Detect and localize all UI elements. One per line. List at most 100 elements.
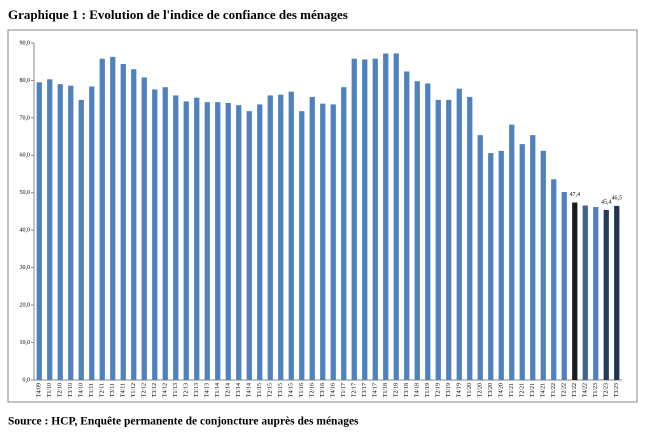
data-label: 47,4 [570,192,581,198]
x-tick-label: T4/21 [541,383,547,397]
x-tick-label: T4/17 [373,383,379,397]
bar [278,94,284,380]
x-tick-label: T1/12 [131,383,137,397]
x-tick-label: T2/18 [394,383,400,397]
y-tick-label: 0,0 [23,377,31,383]
bar [47,79,53,381]
bar [299,111,305,380]
x-tick-label: T1/17 [341,383,347,397]
bar [309,96,315,381]
x-tick-label: T4/10 [79,383,85,397]
bar [57,84,63,380]
x-tick-label: T3/14 [236,383,242,397]
x-tick-label: T2/22 [562,383,568,397]
x-tick-label: T1/21 [509,383,515,397]
source: Source : HCP, Enquête permanente de conj… [8,416,359,428]
x-tick-label: T2/13 [184,383,190,397]
bar [288,91,294,380]
x-tick-label: T3/23 [614,383,620,397]
bar [110,56,116,381]
x-tick-label: T4/15 [289,383,295,397]
x-tick-label: T3/22 [572,383,578,397]
x-tick-label: T3/20 [488,383,494,397]
x-tick-label: T1/20 [467,383,473,397]
bar [204,102,210,380]
x-tick-label: T3/13 [194,383,200,397]
bar [551,179,557,380]
bar [225,102,231,381]
x-tick-label: T3/21 [530,383,536,397]
x-tick-label: T2/19 [436,383,442,397]
x-tick-label: T2/15 [268,383,274,397]
x-tick-label: T4/13 [205,383,211,397]
bar [477,135,483,380]
bar [446,99,452,380]
y-tick-label: 80,0 [20,78,31,84]
bar [614,205,620,380]
bar [78,99,84,380]
chart-frame [7,29,638,403]
y-tick-label: 20,0 [20,302,31,308]
bar [246,111,252,380]
bar [561,192,567,380]
bar [593,207,599,380]
bar [89,86,95,381]
y-tick-label: 70,0 [20,115,31,121]
x-tick-label: T2/21 [520,383,526,397]
x-tick-label: T4/19 [457,383,463,397]
bar [488,153,494,380]
y-tick-label: 50,0 [20,190,31,196]
x-tick-label: T2/23 [604,383,610,397]
bar [162,87,168,380]
x-tick-label: T1/18 [383,383,389,397]
bar [330,104,336,381]
x-tick-label: T4/16 [331,383,337,397]
bar [120,63,126,381]
x-tick-label: T3/18 [404,383,410,397]
x-tick-label: T2/17 [352,383,358,397]
x-tick-label: T2/10 [58,383,64,397]
x-tick-label: T3/11 [110,383,116,397]
bar [36,82,42,381]
x-tick-label: T1/11 [89,383,95,397]
bar [183,101,189,380]
chart-title: Graphique 1 : Evolution de l'indice de c… [8,7,348,22]
bar [215,102,221,380]
x-tick-label: T2/20 [478,383,484,397]
bar [383,53,389,381]
data-label: 46,5 [612,195,623,201]
x-tick-label: T4/11 [121,383,127,397]
x-tick-label: T1/22 [551,383,557,397]
x-tick-label: T4/20 [499,383,505,397]
bar [194,97,200,381]
bar [257,104,263,381]
x-tick-label: T1/10 [47,383,53,397]
bar [362,59,368,380]
x-tick-label: T4/18 [415,383,421,397]
data-label: 45,4 [601,199,612,205]
x-tick-label: T3/17 [362,383,368,397]
bar [467,96,473,381]
x-tick-label: T3/10 [68,383,74,397]
x-tick-label: T4/12 [163,383,169,397]
bar [435,99,441,380]
bar [540,150,546,380]
bar [173,95,179,380]
bar [68,85,74,380]
x-tick-label: T2/14 [226,383,232,397]
x-tick-label: T1/16 [299,383,305,397]
bar [141,77,147,381]
bar [572,202,578,380]
bar [320,103,326,380]
bar [267,95,273,380]
y-tick-label: 40,0 [20,228,31,234]
y-tick-label: 90,0 [20,40,31,46]
bar [509,124,515,380]
x-tick-label: T3/19 [446,383,452,397]
bar [99,58,105,381]
bar [351,58,357,381]
bar [582,205,588,380]
bar [530,135,536,380]
